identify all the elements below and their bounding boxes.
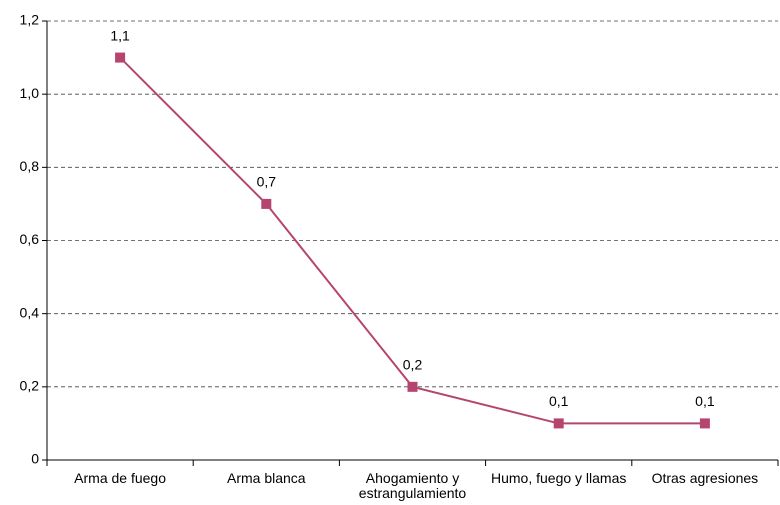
x-tick-label: Arma de fuego [74,470,167,486]
x-tick-label: Humo, fuego y llamas [490,470,627,486]
point [407,381,418,392]
x-tick-label: Otras agresiones [651,470,759,486]
point [261,198,272,209]
data-label: 0,1 [695,393,715,409]
y-tick-label: 1,0 [20,85,40,101]
x-tick-label: Ahogamiento y estrangulamiento [358,470,467,501]
y-tick-label: 0,2 [20,378,40,394]
data-label: 0,2 [403,357,423,373]
y-tick-label: 1,2 [20,12,40,28]
data-label: 1,1 [110,27,130,43]
y-tick-label: 0,6 [20,231,40,247]
point [699,418,710,429]
point [553,418,564,429]
data-label: 0,1 [549,393,569,409]
y-tick-label: 0,4 [20,304,40,320]
y-tick-label: 0,8 [20,158,40,174]
point [115,52,126,63]
data-label: 0,7 [257,174,277,190]
x-tick-label: Arma blanca [227,470,306,486]
y-tick-label: 0 [31,451,39,467]
